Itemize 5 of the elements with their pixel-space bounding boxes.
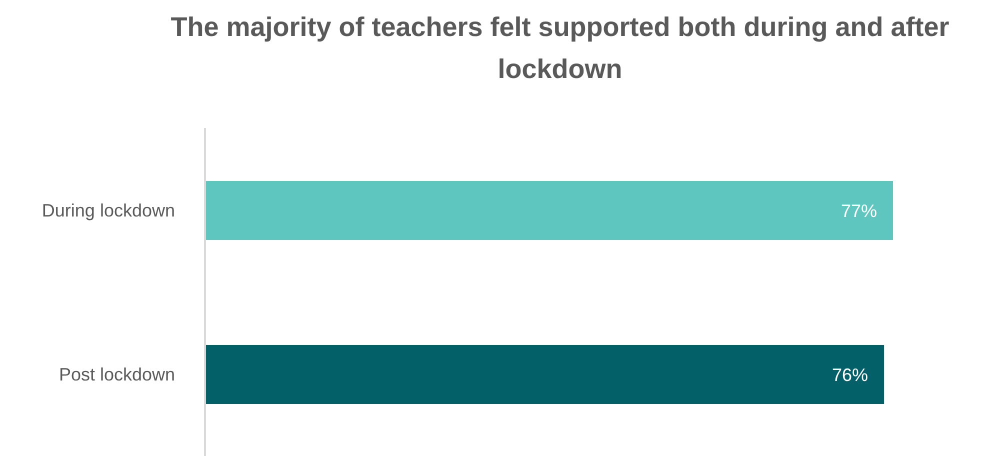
data-label: 77% — [840, 200, 877, 221]
y-tick-label: Post lockdown — [58, 364, 175, 384]
y-tick-label: During lockdown — [42, 200, 175, 220]
data-label: 76% — [832, 364, 868, 385]
chart-title: The majority of teachers felt supported both during and after lockdown — [170, 11, 950, 86]
